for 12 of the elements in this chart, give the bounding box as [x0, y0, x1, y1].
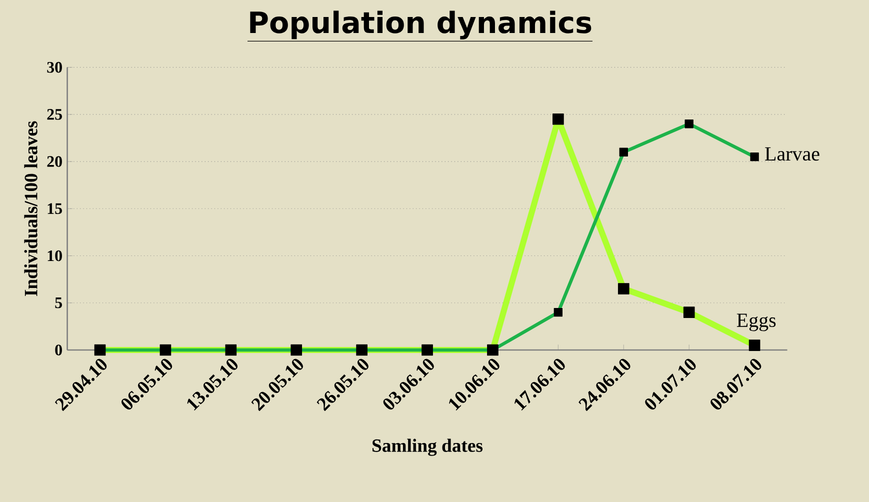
chart-title: Population dynamics — [250, 10, 592, 40]
y-tick-label: 5 — [55, 298, 62, 308]
y-tick-label: 10 — [48, 250, 62, 262]
series-label: Larvae — [765, 147, 820, 161]
y-tick-label: 0 — [55, 344, 62, 356]
x-axis-title: Samling dates — [372, 438, 483, 456]
y-axis-title: Individuals/100 leaves — [24, 121, 38, 296]
series-label: Eggs — [736, 314, 776, 332]
y-tick-label: 20 — [47, 156, 62, 167]
y-tick-label: 30 — [47, 62, 62, 73]
y-tick-label: 15 — [48, 203, 62, 214]
y-tick-label: 25 — [47, 109, 62, 120]
